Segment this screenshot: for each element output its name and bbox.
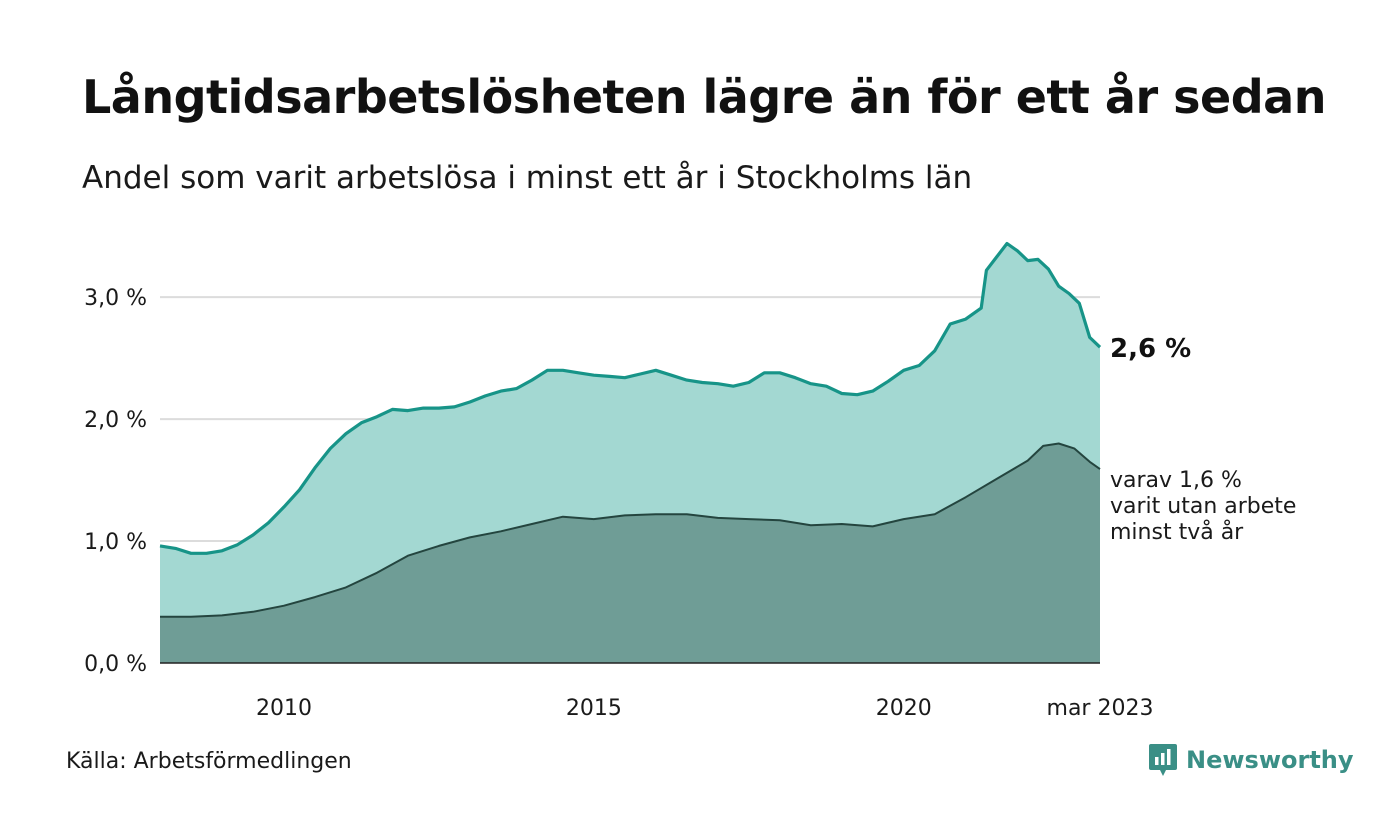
y-tick-label: 0,0 % [84, 652, 147, 677]
x-tick-label: 2010 [256, 696, 312, 721]
x-tick-label: mar 2023 [1047, 696, 1154, 721]
y-tick-label: 3,0 % [84, 286, 147, 311]
source-label: Källa: Arbetsförmedlingen [66, 749, 352, 774]
long-term-area [160, 443, 1100, 663]
bar-chart-icon [1149, 744, 1177, 776]
long-term-end-label: varav 1,6 % [1110, 468, 1242, 493]
brand-name: Newsworthy [1186, 746, 1354, 774]
chart-subtitle: Andel som varit arbetslösa i minst ett å… [82, 160, 973, 196]
y-tick-label: 1,0 % [84, 530, 147, 555]
brand-logo: Newsworthy [1148, 742, 1354, 778]
long-term-line [160, 442, 1101, 618]
long-term-end-label: minst två år [1110, 519, 1244, 545]
total-end-label: 2,6 % [1110, 334, 1191, 364]
x-tick-label: 2020 [876, 696, 932, 721]
long-term-end-label: varit utan arbete [1110, 494, 1296, 519]
x-tick-label: 2015 [566, 696, 622, 721]
total-line [159, 241, 1102, 555]
chart-title: Långtidsarbetslösheten lägre än för ett … [82, 70, 1326, 124]
y-tick-label: 2,0 % [84, 408, 147, 433]
